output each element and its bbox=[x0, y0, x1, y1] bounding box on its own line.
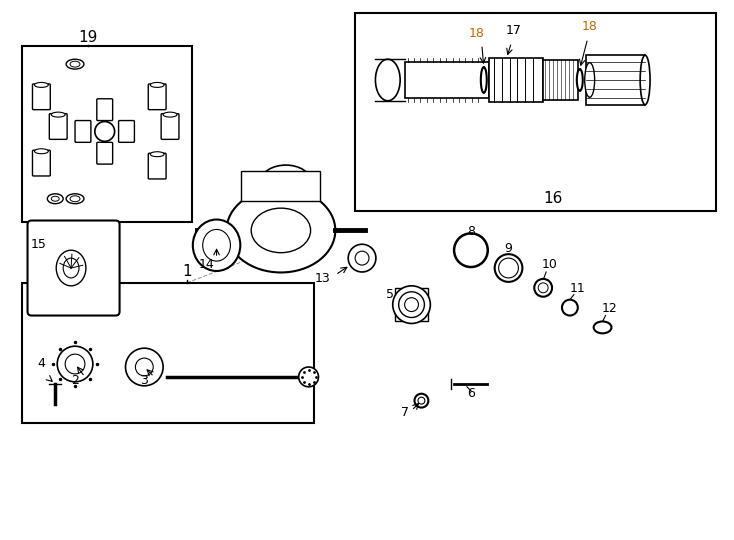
Ellipse shape bbox=[399, 292, 424, 318]
Ellipse shape bbox=[70, 61, 80, 67]
FancyBboxPatch shape bbox=[148, 153, 166, 179]
Circle shape bbox=[135, 358, 153, 376]
Bar bbox=[21, 283, 313, 423]
Ellipse shape bbox=[640, 55, 650, 105]
Ellipse shape bbox=[227, 188, 335, 273]
Ellipse shape bbox=[454, 233, 488, 267]
Ellipse shape bbox=[66, 59, 84, 69]
Text: 7: 7 bbox=[401, 407, 409, 420]
Bar bbox=[21, 46, 192, 222]
FancyBboxPatch shape bbox=[97, 99, 112, 120]
Text: 11: 11 bbox=[570, 282, 586, 295]
FancyBboxPatch shape bbox=[49, 113, 67, 139]
Ellipse shape bbox=[534, 279, 552, 296]
Ellipse shape bbox=[70, 196, 80, 202]
Ellipse shape bbox=[66, 194, 84, 204]
Text: 2: 2 bbox=[71, 374, 79, 387]
Ellipse shape bbox=[585, 63, 595, 97]
FancyBboxPatch shape bbox=[97, 143, 112, 164]
Ellipse shape bbox=[47, 194, 63, 204]
Ellipse shape bbox=[495, 254, 523, 282]
Text: 1: 1 bbox=[182, 265, 192, 280]
Ellipse shape bbox=[57, 250, 86, 286]
Ellipse shape bbox=[348, 244, 376, 272]
Ellipse shape bbox=[251, 208, 310, 253]
Ellipse shape bbox=[538, 283, 548, 293]
Ellipse shape bbox=[51, 196, 59, 201]
Ellipse shape bbox=[393, 286, 430, 323]
FancyBboxPatch shape bbox=[161, 113, 179, 139]
Bar bbox=[395, 288, 429, 321]
Text: 16: 16 bbox=[543, 191, 563, 206]
Ellipse shape bbox=[498, 258, 518, 278]
Circle shape bbox=[299, 367, 319, 387]
Ellipse shape bbox=[203, 230, 230, 261]
Ellipse shape bbox=[193, 220, 240, 271]
Text: 13: 13 bbox=[315, 272, 330, 285]
Bar bbox=[355, 12, 716, 211]
FancyBboxPatch shape bbox=[32, 150, 51, 176]
Ellipse shape bbox=[375, 59, 400, 101]
Text: 14: 14 bbox=[199, 258, 214, 271]
Circle shape bbox=[57, 346, 92, 382]
Ellipse shape bbox=[34, 83, 48, 87]
Ellipse shape bbox=[404, 298, 418, 312]
Text: 17: 17 bbox=[506, 24, 521, 37]
Circle shape bbox=[95, 122, 115, 141]
Circle shape bbox=[126, 348, 163, 386]
Ellipse shape bbox=[355, 251, 369, 265]
FancyBboxPatch shape bbox=[28, 220, 120, 315]
Ellipse shape bbox=[481, 67, 487, 93]
Ellipse shape bbox=[34, 148, 48, 154]
Circle shape bbox=[65, 354, 85, 374]
Text: 9: 9 bbox=[504, 242, 512, 255]
FancyBboxPatch shape bbox=[75, 120, 91, 143]
Ellipse shape bbox=[63, 258, 79, 278]
Ellipse shape bbox=[150, 83, 164, 87]
Ellipse shape bbox=[163, 112, 177, 117]
Text: 5: 5 bbox=[386, 288, 393, 301]
Ellipse shape bbox=[261, 165, 310, 197]
Ellipse shape bbox=[562, 300, 578, 315]
Text: 12: 12 bbox=[602, 301, 617, 315]
Bar bbox=[404, 62, 489, 98]
FancyBboxPatch shape bbox=[148, 84, 166, 110]
Bar bbox=[543, 60, 578, 100]
Text: 18: 18 bbox=[469, 28, 484, 40]
Text: 10: 10 bbox=[542, 258, 558, 271]
FancyBboxPatch shape bbox=[32, 84, 51, 110]
FancyBboxPatch shape bbox=[119, 120, 134, 143]
Bar bbox=[586, 55, 645, 105]
Text: 6: 6 bbox=[467, 387, 475, 400]
Text: 4: 4 bbox=[37, 357, 46, 370]
Ellipse shape bbox=[150, 152, 164, 157]
Text: 15: 15 bbox=[31, 238, 46, 251]
Ellipse shape bbox=[577, 69, 583, 91]
Text: 19: 19 bbox=[79, 30, 98, 45]
Bar bbox=[489, 58, 543, 102]
Ellipse shape bbox=[415, 394, 429, 408]
Text: 8: 8 bbox=[467, 225, 475, 238]
Text: 18: 18 bbox=[582, 21, 597, 33]
Bar bbox=[241, 171, 321, 201]
Text: 3: 3 bbox=[140, 374, 148, 387]
Ellipse shape bbox=[418, 397, 425, 404]
Ellipse shape bbox=[594, 321, 611, 333]
Ellipse shape bbox=[51, 112, 65, 117]
